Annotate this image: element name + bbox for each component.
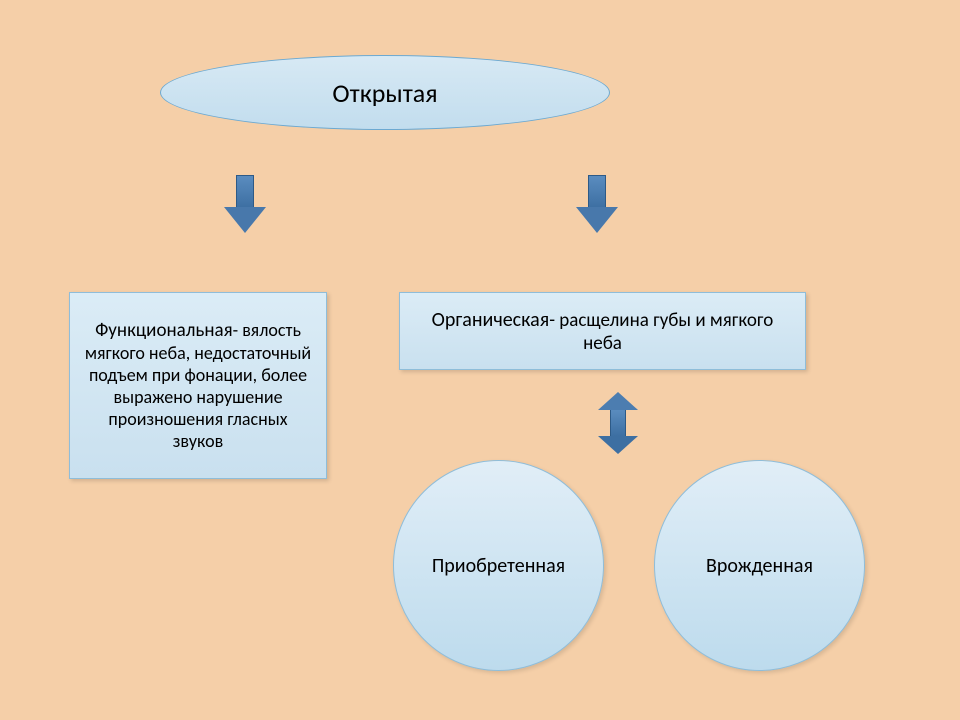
box-organic-rest: - расщелина губы и мягкого неба (549, 309, 773, 355)
circle-congenital-text: Врожденная (706, 554, 813, 578)
box-functional-lead: Функциональная (95, 319, 233, 342)
double-arrow-icon (598, 392, 638, 454)
box-organic: Органическая- расщелина губы и мягкого н… (399, 292, 806, 370)
title-text: Открытая (332, 77, 437, 109)
circle-congenital: Врожденная (654, 460, 865, 671)
circle-acquired-text: Приобретенная (432, 554, 565, 578)
box-functional-content: Функциональная- вялость мягкого неба, не… (84, 319, 312, 452)
box-functional: Функциональная- вялость мягкого неба, не… (69, 292, 327, 479)
circle-acquired: Приобретенная (393, 460, 604, 671)
box-organic-content: Органическая- расщелина губы и мягкого н… (414, 308, 791, 355)
arrow-down-right-icon (576, 175, 618, 233)
title-ellipse: Открытая (160, 55, 610, 130)
arrow-down-left-icon (224, 175, 266, 233)
box-organic-lead: Органическая (432, 308, 550, 332)
